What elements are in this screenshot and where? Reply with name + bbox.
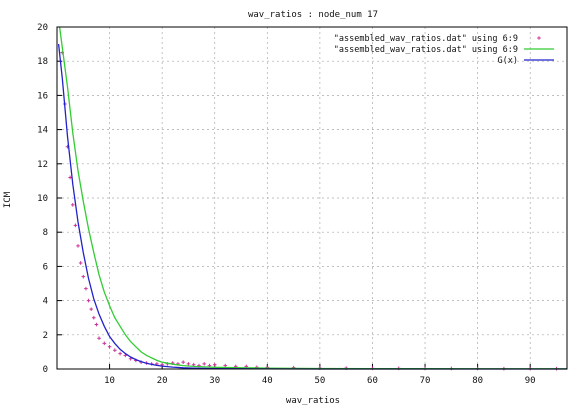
x-tick-label: 70	[420, 376, 431, 386]
data-point	[202, 362, 207, 366]
chart-title: wav_ratios : node_num 17	[248, 10, 378, 20]
y-tick-label: 16	[37, 91, 48, 101]
y-tick-label: 18	[37, 57, 48, 67]
data-point	[107, 344, 112, 349]
legend-label-0: "assembled_wav_ratios.dat" using 6:9	[334, 34, 518, 44]
legend-label-2: G(x)	[498, 56, 518, 66]
x-tick-label: 50	[314, 376, 325, 386]
data-point	[181, 360, 185, 364]
x-tick-label: 40	[262, 376, 273, 386]
data-point	[113, 348, 117, 352]
data-point	[186, 362, 191, 366]
data-point	[118, 351, 122, 356]
series-2-line	[57, 44, 567, 370]
data-point	[97, 336, 101, 341]
data-point	[76, 244, 80, 248]
data-point	[92, 315, 96, 320]
data-point	[94, 322, 99, 327]
data-point	[102, 341, 107, 346]
data-point	[84, 286, 88, 291]
legend-swatch-0	[537, 36, 541, 40]
x-tick-label: 30	[209, 376, 220, 386]
data-point	[73, 223, 78, 228]
data-point	[89, 307, 93, 311]
y-tick-label: 12	[37, 160, 48, 170]
data-point	[70, 203, 75, 207]
y-tick-label: 0	[43, 365, 48, 375]
y-tick-label: 20	[37, 23, 48, 33]
y-tick-label: 6	[43, 262, 48, 272]
series-layer	[57, 26, 567, 371]
y-tick-label: 14	[37, 126, 48, 136]
x-tick-label: 90	[525, 376, 536, 386]
legend: "assembled_wav_ratios.dat" using 6:9"ass…	[334, 34, 554, 66]
y-tick-label: 4	[43, 297, 48, 307]
data-point	[86, 298, 91, 303]
x-tick-label: 60	[367, 376, 378, 386]
x-axis-label: wav_ratios	[286, 396, 340, 406]
data-point	[68, 175, 72, 180]
x-tick-label: 10	[104, 376, 115, 386]
axis-ticks: 0 2 4 6 8 10 12 14 16 18 20 10 20 30 40 50 60 70 80 90	[37, 23, 535, 386]
x-tick-label: 20	[157, 376, 168, 386]
legend-label-1: "assembled_wav_ratios.dat" using 6:9	[334, 45, 518, 55]
y-tick-label: 10	[37, 194, 48, 204]
series-0-points	[60, 50, 559, 371]
x-tick-label: 80	[472, 376, 483, 386]
y-axis-label: ICM	[3, 191, 13, 208]
data-point	[212, 362, 217, 367]
y-tick-label: 8	[43, 228, 48, 238]
grid	[57, 27, 567, 369]
data-point	[81, 274, 86, 279]
data-point	[78, 261, 83, 265]
data-point	[223, 363, 228, 368]
plot-frame	[56, 26, 568, 370]
y-tick-label: 2	[43, 331, 48, 341]
